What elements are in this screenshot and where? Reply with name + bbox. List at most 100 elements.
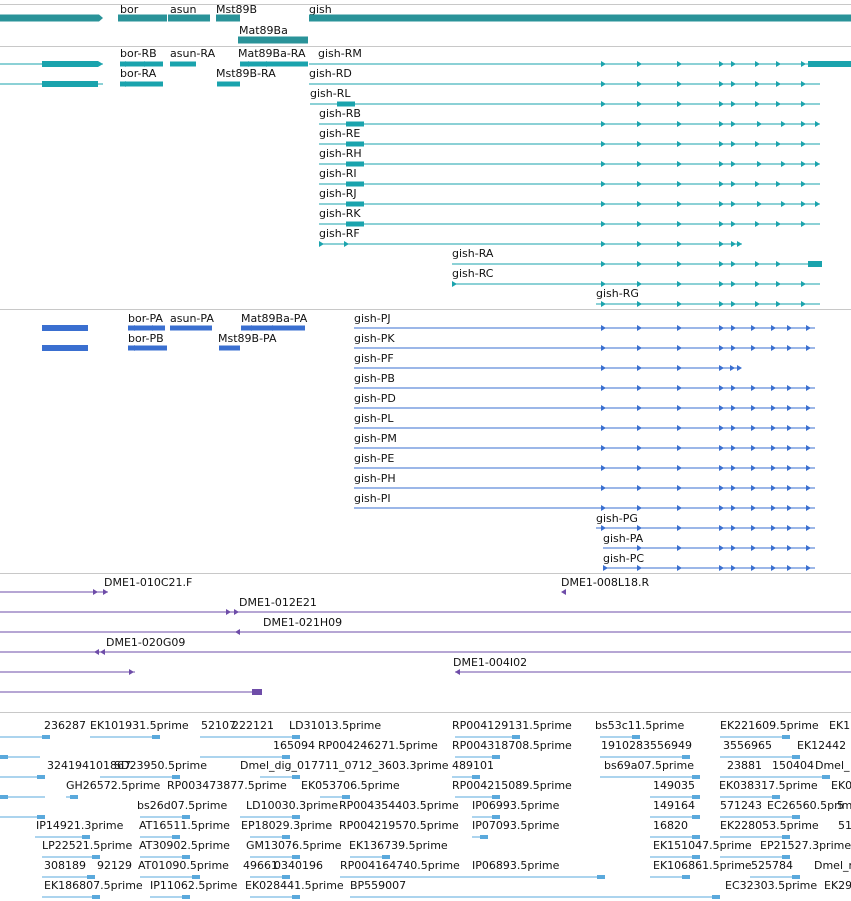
protein-track[interactable]: bor-PA asun-PA Mat89Ba-PA gish-PJ bor-PB Mst8… — [42, 312, 815, 571]
exon-block[interactable] — [282, 835, 290, 839]
exon-block[interactable] — [632, 735, 640, 739]
strand-arrow — [601, 101, 606, 107]
exon-block[interactable] — [70, 795, 78, 799]
exon-block[interactable] — [182, 895, 190, 899]
exon-block[interactable] — [346, 161, 364, 167]
strand-arrow — [719, 405, 724, 411]
feature-label: gish-RC — [452, 267, 494, 280]
exon-block[interactable] — [692, 855, 700, 859]
exon-block[interactable] — [118, 14, 167, 22]
exon-block[interactable] — [492, 815, 500, 819]
exon-block[interactable] — [219, 345, 240, 351]
exon-block[interactable] — [216, 14, 240, 22]
strand-arrow — [637, 345, 642, 351]
exon-block[interactable] — [472, 775, 480, 779]
exon-block[interactable] — [92, 895, 100, 899]
exon-block[interactable] — [170, 61, 196, 67]
exon-block[interactable] — [92, 855, 100, 859]
gene-track[interactable]: bor asun Mst89B gish Mat89Ba — [0, 3, 851, 44]
transcript-track[interactable]: bor-RB asun-RA Mat89Ba-RA gish-RM bor-RA Mst8… — [0, 47, 851, 307]
exon-block[interactable] — [152, 735, 160, 739]
strand-arrow — [719, 345, 724, 351]
exon-block[interactable] — [346, 141, 364, 147]
exon-block[interactable] — [238, 36, 308, 44]
feature-label: EK1 — [829, 719, 850, 732]
clone-track[interactable]: DME1-010C21.F DME1-008L18.R DME1-012E21 DME… — [0, 576, 851, 695]
exon-block[interactable] — [37, 815, 45, 819]
exon-block[interactable] — [382, 855, 390, 859]
exon-block[interactable] — [712, 895, 720, 899]
exon-block[interactable] — [682, 755, 690, 759]
exon-block[interactable] — [597, 875, 605, 879]
exon-block[interactable] — [128, 345, 167, 351]
exon-block[interactable] — [172, 835, 180, 839]
exon-block[interactable] — [346, 121, 364, 127]
exon-block[interactable] — [337, 101, 355, 107]
exon-block[interactable] — [42, 345, 88, 351]
exon-block[interactable] — [792, 875, 800, 879]
exon-block[interactable] — [492, 755, 500, 759]
exon-block[interactable] — [682, 875, 690, 879]
exon-block[interactable] — [292, 735, 300, 739]
strand-arrow — [561, 589, 566, 595]
exon-block[interactable] — [492, 795, 500, 799]
exon-block[interactable] — [192, 875, 200, 879]
exon-block[interactable] — [282, 875, 290, 879]
exon-block[interactable] — [168, 14, 210, 22]
exon-block[interactable] — [120, 81, 163, 87]
exon-block[interactable] — [42, 81, 98, 87]
exon-block[interactable] — [782, 855, 790, 859]
exon-block[interactable] — [346, 181, 364, 187]
exon-block[interactable] — [292, 895, 300, 899]
strand-arrow — [719, 365, 724, 371]
strand-arrow — [801, 61, 806, 67]
exon-block[interactable] — [128, 325, 165, 331]
exon-block[interactable] — [217, 81, 240, 87]
strand-arrow — [731, 325, 736, 331]
strand-arrow — [801, 181, 806, 187]
exon-block[interactable] — [342, 795, 350, 799]
exon-block[interactable] — [792, 815, 800, 819]
exon-block[interactable] — [240, 61, 308, 67]
exon-block[interactable] — [0, 755, 8, 759]
strand-arrow — [637, 405, 642, 411]
exon-block[interactable] — [292, 815, 300, 819]
exon-block[interactable] — [182, 855, 190, 859]
exon-block[interactable] — [808, 61, 851, 67]
exon-block[interactable] — [692, 775, 700, 779]
exon-block[interactable] — [87, 875, 95, 879]
exon-block[interactable] — [252, 689, 262, 695]
exon-block[interactable] — [82, 835, 90, 839]
exon-block[interactable] — [346, 201, 364, 207]
exon-block[interactable] — [42, 325, 88, 331]
strand-arrow — [771, 525, 776, 531]
exon-block[interactable] — [42, 735, 50, 739]
exon-block[interactable] — [346, 221, 364, 227]
feature-label: RP004354403.5prime — [339, 799, 459, 812]
exon-block[interactable] — [182, 815, 190, 819]
exon-block[interactable] — [822, 775, 830, 779]
exon-block[interactable] — [480, 835, 488, 839]
strand-arrow — [719, 525, 724, 531]
exon-block[interactable] — [512, 735, 520, 739]
exon-block[interactable] — [692, 815, 700, 819]
exon-block[interactable] — [692, 835, 700, 839]
exon-block[interactable] — [282, 755, 290, 759]
feature-bar[interactable] — [0, 14, 103, 22]
exon-block[interactable] — [692, 795, 700, 799]
exon-block[interactable] — [792, 755, 800, 759]
exon-block[interactable] — [309, 14, 851, 22]
exon-block[interactable] — [292, 855, 300, 859]
exon-block[interactable] — [0, 795, 8, 799]
exon-block[interactable] — [808, 261, 822, 267]
exon-block[interactable] — [37, 775, 45, 779]
exon-block[interactable] — [292, 775, 300, 779]
strand-arrow — [140, 61, 145, 67]
exon-block[interactable] — [172, 775, 180, 779]
exon-block[interactable] — [782, 835, 790, 839]
exon-block[interactable] — [772, 795, 780, 799]
exon-block[interactable] — [170, 325, 212, 331]
exon-block[interactable] — [42, 61, 98, 67]
exon-block[interactable] — [782, 735, 790, 739]
